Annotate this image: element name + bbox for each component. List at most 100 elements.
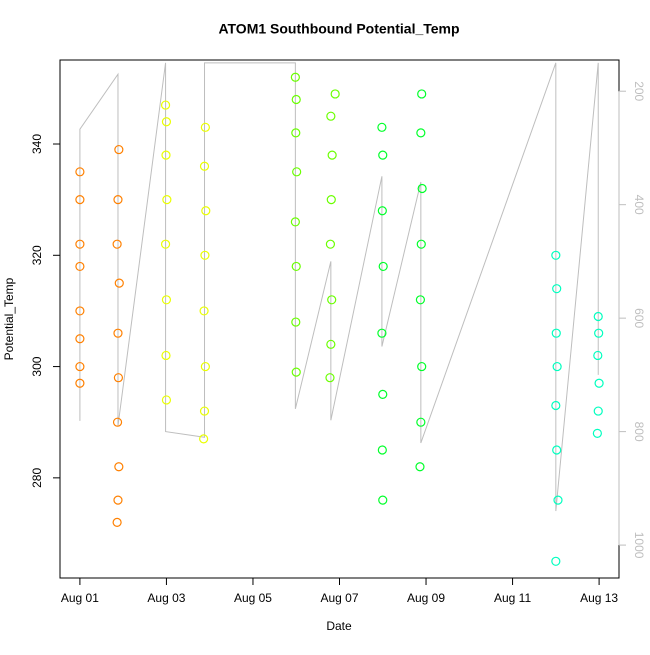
- x-tick-label: Aug 01: [61, 591, 99, 605]
- point: [593, 406, 603, 416]
- point: [75, 306, 85, 316]
- point: [325, 373, 335, 383]
- point: [416, 128, 426, 138]
- point: [161, 295, 172, 305]
- point: [161, 117, 172, 127]
- point: [592, 428, 602, 438]
- x-tick-label: Aug 13: [580, 591, 618, 605]
- x-tick-label: Aug 03: [147, 591, 185, 605]
- point: [199, 406, 210, 416]
- point: [291, 128, 301, 138]
- point: [114, 144, 124, 155]
- point: [201, 206, 211, 216]
- point: [75, 361, 85, 372]
- point: [113, 495, 123, 505]
- point: [330, 89, 340, 99]
- y-tick-label: 320: [30, 245, 44, 265]
- x-tick-label: Aug 05: [234, 591, 272, 605]
- point: [378, 261, 388, 272]
- point: [291, 367, 301, 377]
- point: [113, 328, 123, 338]
- point: [415, 462, 425, 472]
- point: [160, 239, 171, 249]
- point: [290, 217, 300, 227]
- point: [112, 417, 123, 427]
- point: [112, 517, 122, 527]
- point: [161, 395, 172, 405]
- point: [551, 250, 561, 260]
- point: [200, 361, 210, 372]
- point: [417, 89, 427, 99]
- point: [75, 239, 85, 249]
- point: [552, 445, 562, 455]
- point: [378, 389, 388, 399]
- point: [162, 195, 172, 205]
- point: [292, 167, 302, 177]
- point: [114, 462, 124, 472]
- point: [326, 195, 336, 205]
- point: [552, 284, 562, 294]
- point: [161, 350, 171, 361]
- point: [551, 400, 561, 411]
- point: [75, 167, 85, 177]
- point: [378, 495, 388, 505]
- pressure-line: [79, 62, 599, 512]
- point: [553, 495, 563, 505]
- point: [416, 417, 426, 427]
- y-tick-label: 300: [30, 356, 44, 376]
- point: [551, 556, 561, 566]
- point: [417, 183, 427, 194]
- y-axis-title: Potential_Temp: [2, 277, 16, 360]
- point: [325, 239, 336, 249]
- x-tick-label: Aug 07: [320, 591, 358, 605]
- y2-tick-label: 400: [632, 195, 646, 215]
- y2-tick-label: 200: [632, 81, 646, 101]
- point: [594, 328, 604, 338]
- point: [552, 361, 562, 372]
- point: [377, 122, 387, 132]
- point: [200, 250, 210, 260]
- point: [160, 100, 171, 110]
- point: [377, 445, 387, 455]
- point: [113, 373, 124, 383]
- y-tick-label: 340: [30, 134, 44, 154]
- point: [291, 317, 301, 327]
- point: [161, 150, 171, 160]
- point: [199, 306, 209, 316]
- y2-tick-label: 1000: [632, 532, 646, 559]
- point: [75, 334, 85, 344]
- y-tick-label: 280: [30, 468, 44, 488]
- point: [291, 261, 301, 272]
- y2-tick-label: 800: [632, 422, 646, 442]
- point: [290, 72, 300, 82]
- point: [326, 111, 336, 121]
- point: [75, 195, 85, 205]
- point: [291, 94, 301, 105]
- point: [415, 295, 426, 305]
- point: [327, 150, 337, 160]
- point: [551, 328, 561, 338]
- point: [377, 206, 387, 216]
- point: [327, 295, 337, 305]
- point: [114, 278, 124, 288]
- point: [378, 150, 388, 160]
- point: [593, 311, 603, 322]
- y2-tick-label: 600: [632, 308, 646, 328]
- point: [199, 161, 210, 171]
- point: [417, 361, 427, 372]
- chart-title: ATOM1 Southbound Potential_Temp: [218, 21, 459, 37]
- x-tick-label: Aug 09: [407, 591, 445, 605]
- point: [113, 195, 123, 205]
- point: [326, 339, 336, 349]
- point: [416, 239, 426, 249]
- plot-area: [75, 62, 604, 566]
- x-tick-label: Aug 11: [494, 591, 531, 605]
- point: [593, 350, 603, 361]
- point: [199, 434, 209, 444]
- point: [112, 239, 122, 249]
- point: [594, 378, 604, 388]
- point: [200, 122, 210, 132]
- x-axis-title: Date: [326, 619, 352, 633]
